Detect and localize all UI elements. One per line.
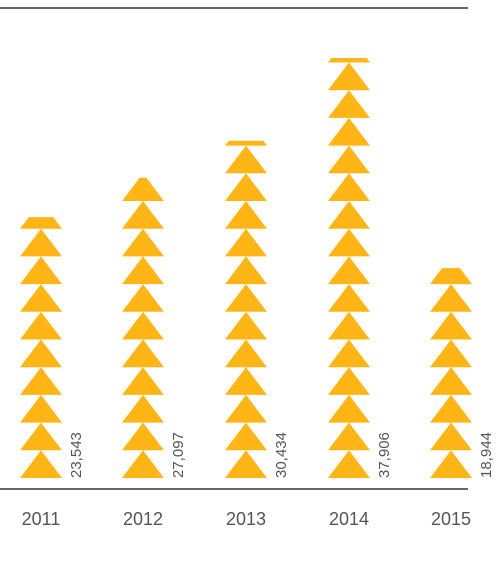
bar-unit-triangle <box>328 450 370 478</box>
bar-unit-triangle <box>225 311 267 340</box>
bar-unit-triangle <box>225 201 267 229</box>
bar-unit-triangle <box>20 339 62 368</box>
bar-unit-triangle <box>122 367 164 395</box>
bar-unit-triangle <box>328 173 370 201</box>
bar-unit-triangle <box>430 367 472 395</box>
value-label-2011: 23,543 <box>68 432 85 478</box>
x-tick-label-2014: 2014 <box>329 509 369 529</box>
bar-unit-triangle <box>328 284 370 312</box>
bar-unit-triangle <box>225 145 267 174</box>
bar-2012 <box>122 177 164 478</box>
bar-unit-triangle <box>328 311 370 340</box>
bar-unit-triangle <box>225 256 267 285</box>
value-label-2014: 37,906 <box>376 432 393 478</box>
bar-unit-triangle <box>20 394 62 423</box>
bar-partial-triangle <box>225 140 267 146</box>
bar-unit-triangle <box>122 284 164 312</box>
bar-unit-triangle <box>122 311 164 340</box>
bar-2011 <box>20 217 62 478</box>
value-label-2013: 30,434 <box>273 432 290 478</box>
bar-unit-triangle <box>328 201 370 229</box>
bar-unit-triangle <box>20 284 62 312</box>
bar-2014 <box>328 58 370 478</box>
bar-unit-triangle <box>20 311 62 340</box>
bar-2013 <box>225 140 267 478</box>
bar-unit-triangle <box>430 422 472 451</box>
bar-unit-triangle <box>225 367 267 395</box>
bar-unit-triangle <box>122 422 164 451</box>
bar-unit-triangle <box>20 422 62 451</box>
bar-unit-triangle <box>430 284 472 312</box>
bar-unit-triangle <box>328 145 370 174</box>
bar-partial-triangle <box>122 177 164 201</box>
bar-unit-triangle <box>430 339 472 368</box>
bar-unit-triangle <box>328 367 370 395</box>
bar-unit-triangle <box>328 117 370 146</box>
x-tick-label-2012: 2012 <box>123 509 163 529</box>
labels-group: 23,543 2011 27,097 2012 30,434 2013 37,906 2014… <box>22 432 495 529</box>
bar-unit-triangle <box>225 339 267 368</box>
x-tick-label-2011: 2011 <box>22 509 61 529</box>
bar-unit-triangle <box>20 450 62 478</box>
bar-unit-triangle <box>225 450 267 478</box>
bar-partial-triangle <box>430 268 472 285</box>
bar-unit-triangle <box>122 394 164 423</box>
bar-partial-triangle <box>328 58 370 63</box>
bar-unit-triangle <box>122 339 164 368</box>
bar-unit-triangle <box>328 339 370 368</box>
bars-group <box>20 58 472 478</box>
bar-unit-triangle <box>430 394 472 423</box>
bar-unit-triangle <box>122 450 164 478</box>
bar-unit-triangle <box>20 228 62 257</box>
bar-unit-triangle <box>430 450 472 478</box>
x-tick-label-2015: 2015 <box>431 509 471 529</box>
bar-2015 <box>430 268 472 478</box>
bar-unit-triangle <box>328 394 370 423</box>
bar-unit-triangle <box>328 422 370 451</box>
bar-unit-triangle <box>225 228 267 257</box>
bar-unit-triangle <box>122 256 164 285</box>
bar-unit-triangle <box>225 394 267 423</box>
bar-unit-triangle <box>430 311 472 340</box>
value-label-2012: 27,097 <box>170 432 187 478</box>
bar-unit-triangle <box>20 367 62 395</box>
bar-unit-triangle <box>20 256 62 285</box>
bar-unit-triangle <box>225 422 267 451</box>
value-label-2015: 18,944 <box>478 432 495 478</box>
bar-unit-triangle <box>225 284 267 312</box>
x-tick-label-2013: 2013 <box>226 509 266 529</box>
bar-partial-triangle <box>20 217 62 229</box>
bar-unit-triangle <box>328 90 370 118</box>
bar-unit-triangle <box>328 228 370 257</box>
bar-unit-triangle <box>328 62 370 91</box>
bar-unit-triangle <box>328 256 370 285</box>
bar-unit-triangle <box>122 201 164 229</box>
bar-unit-triangle <box>122 228 164 257</box>
bar-unit-triangle <box>225 173 267 201</box>
